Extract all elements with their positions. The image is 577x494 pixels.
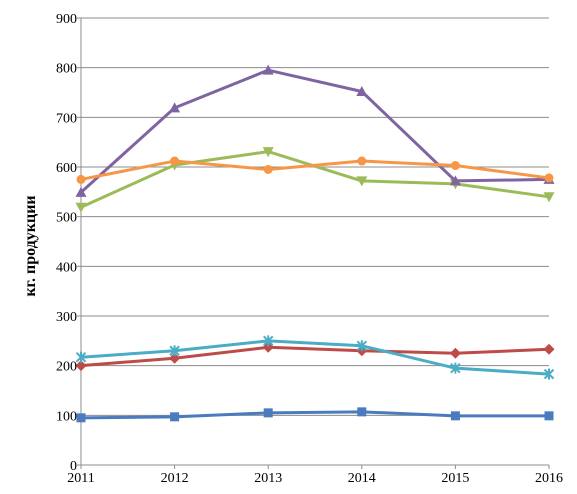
data-point [544, 173, 554, 183]
data-point [357, 156, 367, 166]
y-tick-label: 500 [56, 211, 77, 226]
data-point [75, 186, 87, 197]
data-point [450, 411, 460, 421]
data-point [262, 147, 274, 158]
y-tick-label: 0 [70, 459, 77, 474]
y-tick-label: 900 [56, 12, 77, 27]
x-tick-label: 2015 [441, 471, 469, 486]
series-line [79, 339, 551, 376]
y-tick-label: 200 [56, 360, 77, 375]
y-tick-label: 100 [56, 409, 77, 424]
data-point [169, 352, 181, 364]
x-tick-label: 2012 [161, 471, 189, 486]
series-line [79, 159, 551, 181]
x-tick-label: 2014 [348, 471, 376, 486]
data-point [543, 192, 555, 203]
data-point [356, 86, 368, 97]
data-point [170, 156, 180, 166]
data-point [262, 335, 274, 347]
series-line [79, 68, 551, 194]
y-tick-label: 300 [56, 310, 77, 325]
data-point [449, 175, 461, 186]
x-tick-labels: 2011 2012 2013 2014 2015 2016 [67, 471, 563, 486]
data-point [356, 176, 368, 187]
x-tick-label: 2011 [67, 471, 94, 486]
gridlines [81, 17, 549, 416]
y-tick-label: 800 [56, 62, 77, 77]
data-point [169, 345, 180, 357]
series-lines [75, 64, 555, 423]
y-tick-label: 600 [56, 161, 77, 176]
data-point [450, 362, 461, 374]
data-point [544, 411, 554, 421]
y-tick-label: 400 [56, 260, 77, 275]
axes [77, 17, 550, 469]
series-line [79, 345, 551, 368]
x-tick-label: 2013 [254, 471, 282, 486]
data-point [263, 164, 273, 174]
data-point [76, 413, 86, 423]
data-point [169, 102, 181, 113]
y-tick-labels: 0 100 200 300 400 500 600 700 800 900 [56, 12, 77, 474]
data-point [543, 368, 555, 380]
series-5 [75, 335, 555, 380]
data-point [262, 64, 274, 75]
data-point [170, 412, 180, 422]
y-axis-title: кг. продукции [22, 195, 39, 297]
y-tick-label: 700 [56, 111, 77, 126]
data-point [263, 408, 273, 418]
data-point [75, 202, 87, 213]
data-point [357, 407, 367, 417]
series-2 [75, 341, 555, 372]
series-6 [76, 156, 554, 184]
series-1 [76, 407, 554, 423]
data-point [75, 351, 87, 363]
data-point [450, 161, 460, 171]
data-point [543, 343, 555, 355]
data-point [76, 174, 86, 184]
data-point [356, 340, 368, 352]
x-tick-label: 2016 [535, 471, 563, 486]
data-point [449, 347, 461, 359]
data-point [75, 360, 87, 372]
series-line [79, 410, 551, 420]
